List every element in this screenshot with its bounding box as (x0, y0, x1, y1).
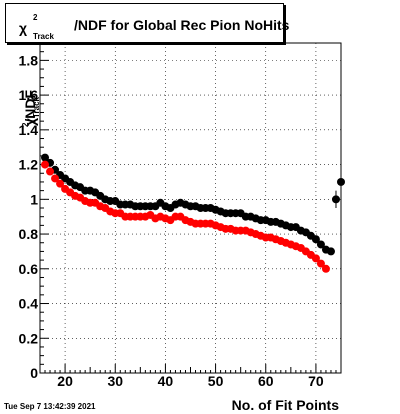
y-axis-label-subscript: Track (32, 97, 41, 118)
data-point-black (311, 235, 320, 244)
x-tick-label: 40 (158, 373, 174, 389)
x-axis-label: No. of Fit Points (231, 397, 339, 413)
data-point-black (331, 195, 340, 204)
data-point-red (311, 254, 320, 263)
data-point-red (321, 264, 330, 273)
data-point-black (316, 240, 325, 249)
y-tick-label: 0 (30, 365, 38, 381)
y-tick-label: 0.6 (19, 261, 39, 277)
y-tick-label: 1.8 (19, 52, 39, 68)
data-point-red (46, 167, 55, 176)
data-point-black (337, 177, 345, 186)
chart-title: /NDF for Global Rec Pion NoHits (74, 17, 290, 33)
x-tick-label: 50 (208, 373, 224, 389)
title-box: χ 2 Track /NDF for Global Rec Pion NoHit… (5, 3, 289, 43)
data-point-red (316, 259, 325, 268)
x-tick-label: 20 (57, 373, 73, 389)
y-tick-label: 1 (30, 191, 38, 207)
y-tick-label: 1.6 (19, 87, 39, 103)
data-point-red (51, 174, 60, 183)
title-chi: χ (19, 20, 28, 36)
x-tick-label: 70 (308, 373, 324, 389)
y-tick-label: 1.2 (19, 157, 39, 173)
timestamp: Tue Sep 7 13:42:39 2021 (4, 402, 96, 411)
title-subscript: Track (33, 32, 54, 41)
data-point-red (41, 160, 50, 169)
y-tick-label: 0.8 (19, 226, 39, 242)
y-axis-label: χTrack2/NDF (4, 46, 41, 136)
x-tick-label: 60 (258, 373, 274, 389)
y-tick-label: 0.4 (19, 296, 39, 312)
y-tick-label: 1.4 (19, 122, 39, 138)
title-superscript: 2 (33, 13, 38, 22)
x-tick-label: 30 (107, 373, 123, 389)
y-axis-label-superscript: 2 (21, 122, 30, 128)
data-point-red (56, 179, 65, 188)
y-tick-label: 0.2 (19, 330, 39, 346)
data-point-black (41, 153, 50, 162)
data-point-black (326, 247, 335, 256)
